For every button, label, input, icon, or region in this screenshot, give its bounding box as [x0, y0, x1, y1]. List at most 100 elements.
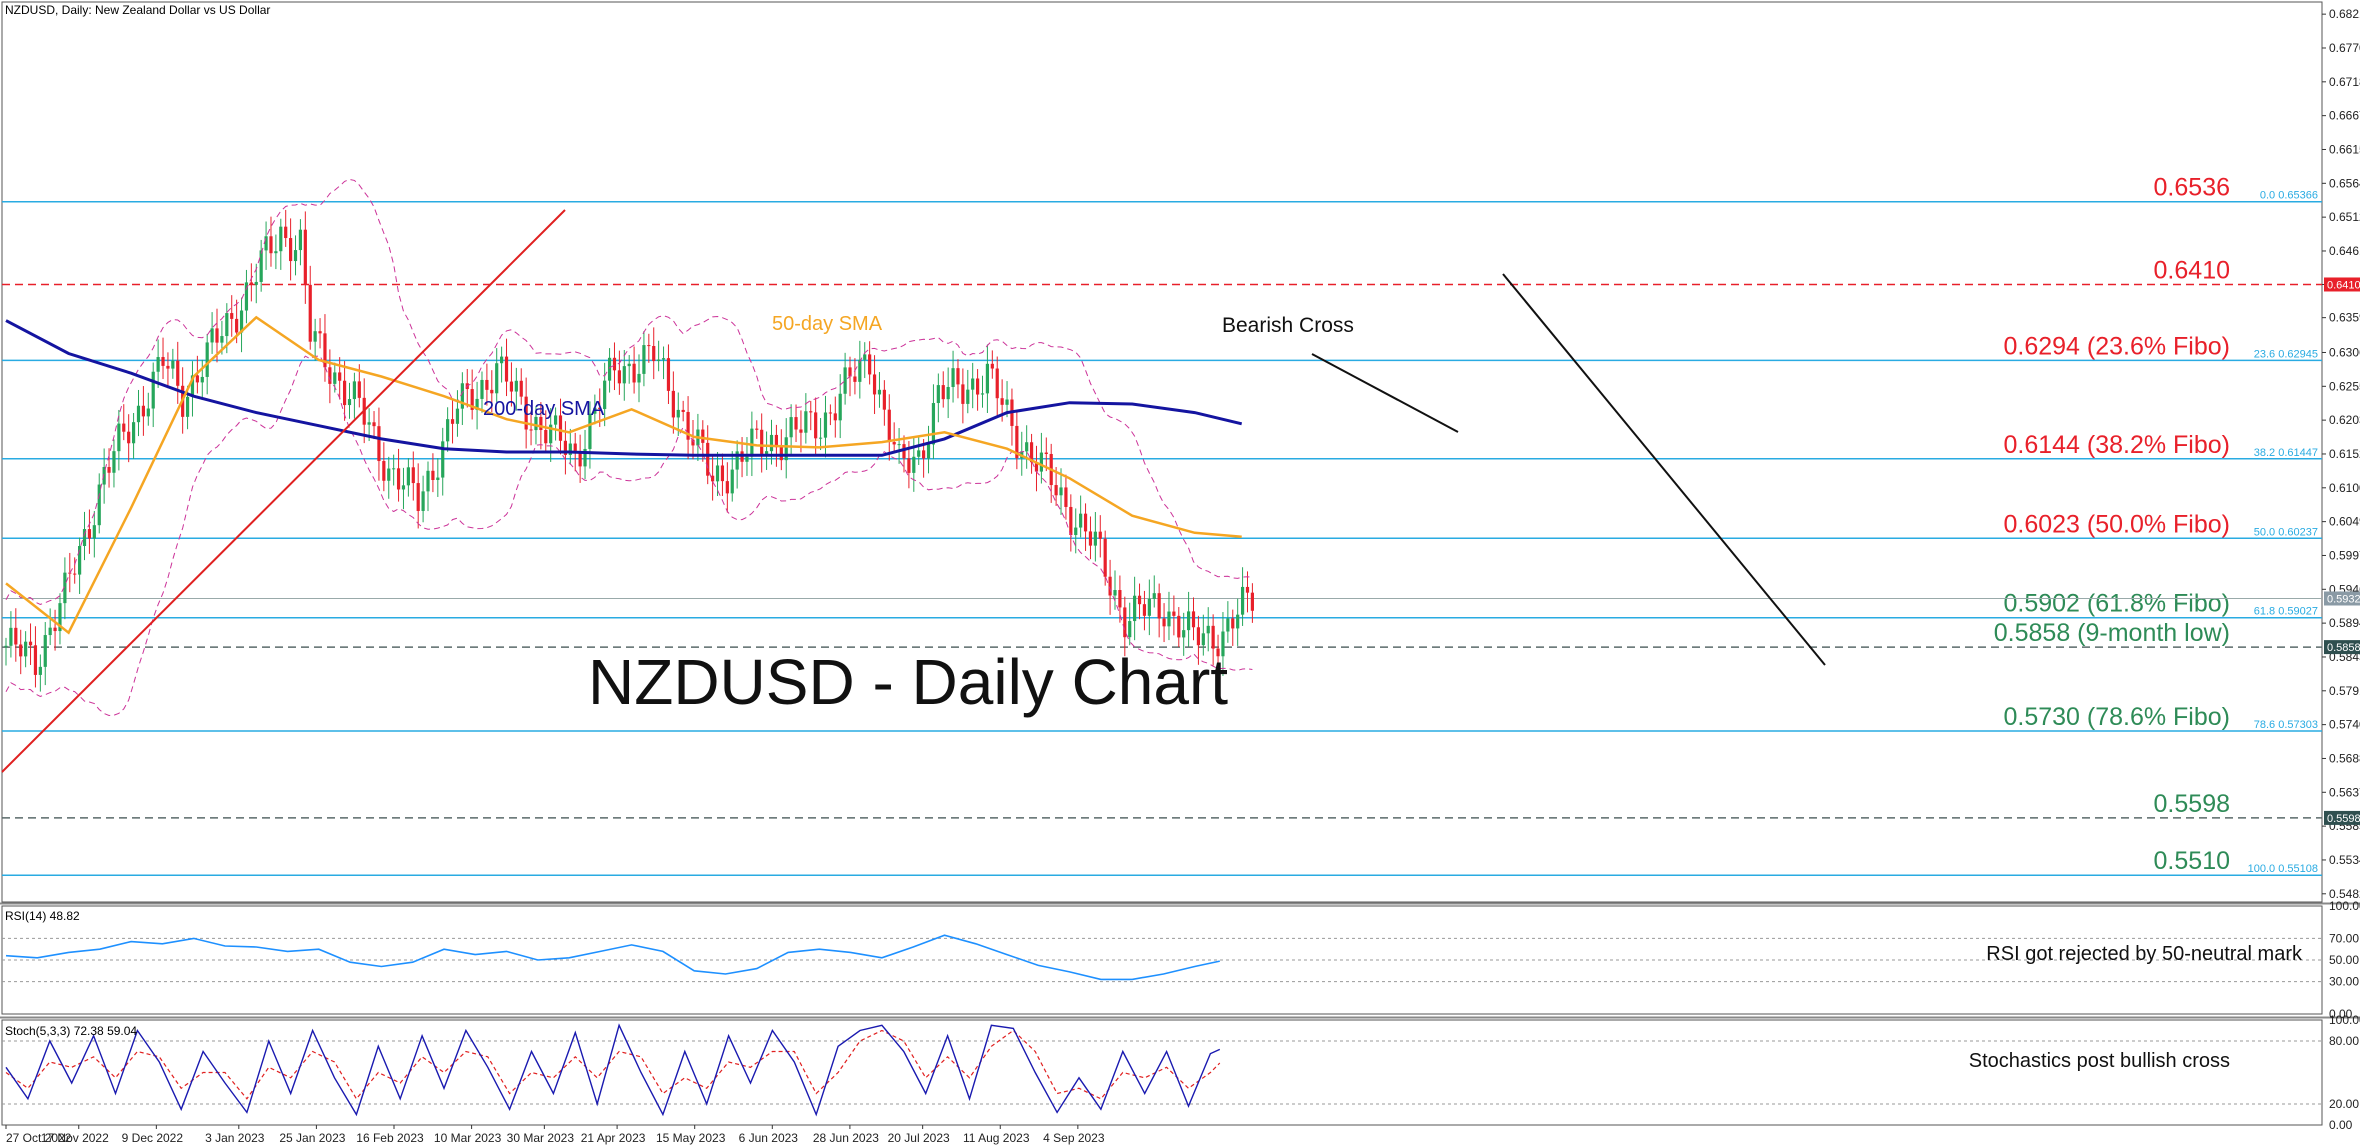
- candle-body: [38, 666, 42, 675]
- stoch-axis-label: 20.00: [2329, 1097, 2359, 1111]
- candle-body: [568, 443, 572, 455]
- candle-body: [637, 373, 641, 383]
- candle-body: [1113, 590, 1117, 596]
- candle-body: [19, 644, 23, 657]
- candle-body: [269, 236, 273, 254]
- level-label: 0.6144 (38.2% Fibo): [2003, 431, 2230, 459]
- candle-body: [814, 412, 818, 439]
- candle-body: [9, 627, 13, 646]
- price-axis-label: 0.64610: [2329, 244, 2360, 258]
- date-axis-label: 10 Mar 2023: [434, 1131, 502, 1145]
- candle-body: [603, 380, 607, 410]
- uptrend-line: [1, 209, 566, 773]
- candle-body: [1098, 531, 1102, 539]
- candle-body: [701, 429, 705, 443]
- price-axis-label: 0.59975: [2329, 548, 2360, 562]
- axis-level-tag: [2324, 810, 2360, 825]
- candle-body: [338, 372, 342, 381]
- price-axis-label: 0.56370: [2329, 785, 2360, 799]
- candle-body: [858, 359, 862, 382]
- date-axis-label: 25 Jan 2023: [279, 1131, 345, 1145]
- candle-body: [328, 367, 332, 384]
- candle-body: [789, 417, 793, 438]
- candle-body: [323, 333, 327, 368]
- candle-body: [387, 468, 391, 481]
- sma200-label: 200-day SMA: [483, 398, 605, 420]
- candle-body: [166, 365, 170, 369]
- date-axis-label: 11 Aug 2023: [963, 1131, 1030, 1145]
- candle-body: [1093, 531, 1097, 546]
- levels: 0.6536 0.0 0.65366 0.6410 0.6294 (23.6% Fib…: [2, 174, 2360, 876]
- rsi-axis-label: 0.00: [2329, 1007, 2353, 1021]
- candle-body: [1191, 611, 1196, 628]
- candle-body: [195, 375, 199, 383]
- candle-body: [1211, 625, 1215, 649]
- candle-body: [289, 238, 293, 262]
- candle-body: [809, 411, 813, 413]
- level-label: 0.5730 (78.6% Fibo): [2003, 703, 2230, 731]
- candle-body: [573, 443, 577, 453]
- candle-body: [946, 386, 950, 400]
- candle-body: [882, 389, 886, 410]
- candle-body: [470, 389, 474, 410]
- candle-body: [127, 431, 131, 444]
- candle-body: [804, 411, 808, 433]
- fib-tag: 23.6 0.62945: [2254, 348, 2318, 360]
- stoch-annotation: Stochastics post bullish cross: [1969, 1050, 2230, 1072]
- date-axis-label: 20 Jul 2023: [888, 1131, 950, 1145]
- fib-tag: 50.0 0.60237: [2254, 526, 2318, 538]
- price-axis-label: 0.63065: [2329, 345, 2360, 359]
- sma50-line: [5, 315, 1242, 635]
- candle-body: [176, 360, 180, 386]
- candle-body: [1123, 607, 1127, 638]
- candle-body: [406, 467, 410, 486]
- candle-body: [642, 345, 646, 374]
- candle-body: [480, 379, 484, 399]
- candle-body: [607, 357, 612, 381]
- candle-body: [58, 603, 62, 632]
- candle-body: [1069, 506, 1073, 536]
- candle-body: [1064, 487, 1068, 507]
- candle-body: [598, 407, 602, 410]
- downtrend-line: [1502, 273, 1826, 666]
- candle-body: [239, 310, 244, 333]
- candle-body: [1088, 531, 1093, 546]
- candle-body: [14, 627, 18, 645]
- price-axis-label: 0.55340: [2329, 853, 2360, 867]
- candle-body: [769, 434, 774, 452]
- candle-body: [1059, 487, 1063, 496]
- candle-body: [313, 331, 317, 342]
- candle-body: [1206, 625, 1210, 634]
- candle-body: [941, 385, 945, 400]
- rsi-annotation: RSI got rejected by 50-neutral mark: [1986, 943, 2303, 965]
- price-axis-label: 0.66670: [2329, 109, 2360, 123]
- rsi-panel: 100.00 70.00 50.00 30.00 0.00 RSI got rejecte…: [2, 899, 2360, 1021]
- candle-body: [141, 405, 145, 417]
- candle-body: [995, 368, 999, 399]
- candle-body: [136, 405, 141, 423]
- stoch-k-line: [5, 1023, 1221, 1117]
- candle-body: [617, 370, 621, 384]
- candle-body: [558, 415, 563, 441]
- candle-body: [441, 441, 445, 478]
- candle-body: [828, 412, 832, 414]
- candle-body: [632, 363, 636, 383]
- fib-tag: 0.0 0.65366: [2260, 190, 2318, 202]
- candle-body: [450, 419, 455, 424]
- date-axis-label: 9 Dec 2022: [122, 1131, 184, 1145]
- candle-body: [455, 408, 460, 424]
- candle-body: [504, 356, 509, 382]
- candle-body: [1167, 611, 1171, 627]
- candle-body: [593, 407, 597, 414]
- candle-body: [622, 366, 626, 384]
- stoch-axis-label: 100.00: [2329, 1013, 2360, 1027]
- candle-body: [519, 380, 523, 397]
- candle-body: [1103, 538, 1107, 577]
- price-axis-label: 0.61520: [2329, 447, 2360, 461]
- candle-body: [460, 383, 464, 409]
- candle-body: [686, 411, 690, 440]
- candle-body: [818, 437, 823, 439]
- candle-body: [539, 416, 543, 431]
